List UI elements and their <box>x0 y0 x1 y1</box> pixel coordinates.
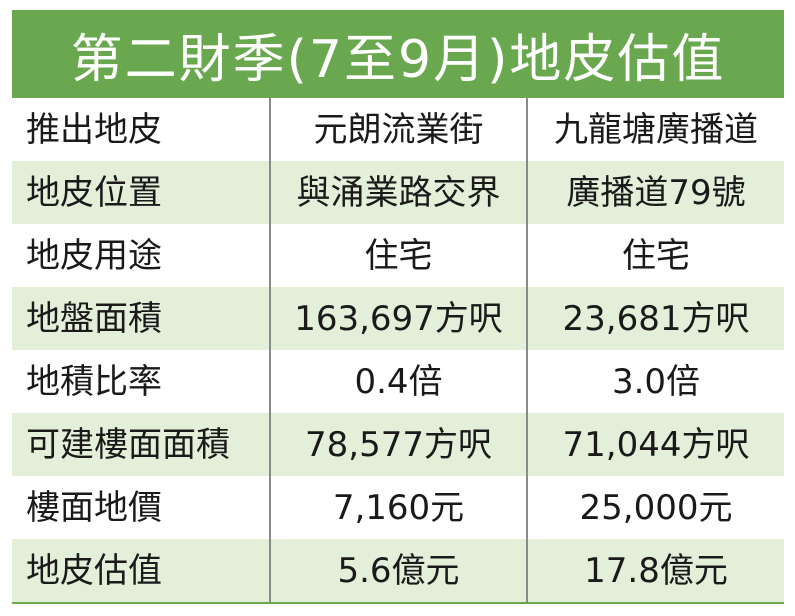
cell-kowloon-tong: 23,681方呎 <box>526 287 784 350</box>
cell-yuen-long: 7,160元 <box>269 476 527 539</box>
table-row: 地皮估值 5.6億元 17.8億元 <box>12 539 784 602</box>
land-valuation-table: 第二財季(7至9月)地皮估值 推出地皮 元朗流業街 九龍塘廣播道 地皮位置 與涌… <box>12 10 784 608</box>
bottom-rule <box>12 602 784 604</box>
cell-kowloon-tong: 3.0倍 <box>526 350 784 413</box>
table-row: 可建樓面面積 78,577方呎 71,044方呎 <box>12 413 784 476</box>
cell-yuen-long: 163,697方呎 <box>269 287 527 350</box>
cell-kowloon-tong: 廣播道79號 <box>526 161 784 224</box>
cell-yuen-long: 78,577方呎 <box>269 413 527 476</box>
header-row: 推出地皮 元朗流業街 九龍塘廣播道 <box>12 98 784 161</box>
table-title: 第二財季(7至9月)地皮估值 <box>12 10 784 98</box>
row-label: 地盤面積 <box>12 287 270 350</box>
table-row: 樓面地價 7,160元 25,000元 <box>12 476 784 539</box>
row-label: 地皮位置 <box>12 161 270 224</box>
data-grid: 推出地皮 元朗流業街 九龍塘廣播道 地皮位置 與涌業路交界 廣播道79號 地皮用… <box>12 98 784 602</box>
table-row: 地皮位置 與涌業路交界 廣播道79號 <box>12 161 784 224</box>
cell-yuen-long: 與涌業路交界 <box>269 161 527 224</box>
cell-kowloon-tong: 住宅 <box>526 224 784 287</box>
table-row: 地盤面積 163,697方呎 23,681方呎 <box>12 287 784 350</box>
cell-yuen-long: 0.4倍 <box>269 350 527 413</box>
cell-yuen-long: 住宅 <box>269 224 527 287</box>
column-header-yuen-long: 元朗流業街 <box>269 98 527 161</box>
row-label: 地積比率 <box>12 350 270 413</box>
cell-kowloon-tong: 71,044方呎 <box>526 413 784 476</box>
row-label: 可建樓面面積 <box>12 413 270 476</box>
row-label: 推出地皮 <box>12 98 270 161</box>
table-row: 地皮用途 住宅 住宅 <box>12 224 784 287</box>
row-label: 地皮估值 <box>12 539 270 602</box>
row-label: 樓面地價 <box>12 476 270 539</box>
column-header-kowloon-tong: 九龍塘廣播道 <box>526 98 784 161</box>
row-label: 地皮用途 <box>12 224 270 287</box>
cell-kowloon-tong: 25,000元 <box>526 476 784 539</box>
table-row: 地積比率 0.4倍 3.0倍 <box>12 350 784 413</box>
cell-yuen-long: 5.6億元 <box>269 539 527 602</box>
cell-kowloon-tong: 17.8億元 <box>526 539 784 602</box>
